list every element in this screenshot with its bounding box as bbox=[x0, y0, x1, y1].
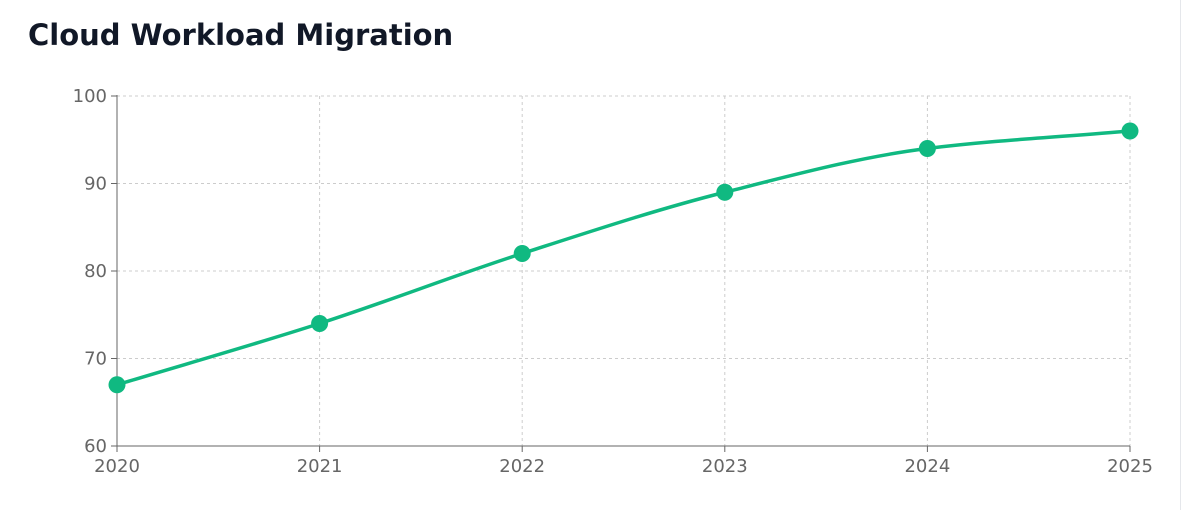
data-point bbox=[716, 183, 734, 201]
y-tick-label: 60 bbox=[84, 436, 107, 457]
x-tick-label: 2022 bbox=[499, 456, 545, 477]
data-point bbox=[918, 140, 936, 157]
grid-lines bbox=[117, 95, 1131, 446]
series-line bbox=[115, 129, 1132, 387]
y-tick-label: 90 bbox=[84, 174, 107, 195]
y-tick-label: 100 bbox=[73, 86, 107, 107]
data-point bbox=[1121, 122, 1139, 140]
data-point bbox=[513, 245, 531, 262]
axes bbox=[111, 95, 1131, 452]
x-tick-label: 2021 bbox=[297, 456, 343, 477]
series-layer bbox=[108, 122, 1139, 394]
x-tick-label: 2023 bbox=[702, 456, 748, 477]
x-tick-label: 2025 bbox=[1107, 456, 1153, 477]
data-point bbox=[108, 376, 126, 394]
tick-labels: 60 70 80 90 100 2020 2021 2022 2023 2024 2025 bbox=[73, 86, 1153, 477]
chart-title: Cloud Workload Migration bbox=[28, 18, 454, 52]
y-tick-label: 70 bbox=[84, 349, 107, 370]
y-tick-label: 80 bbox=[84, 261, 107, 282]
data-point bbox=[311, 315, 329, 332]
x-tick-label: 2020 bbox=[94, 456, 140, 477]
x-tick-label: 2024 bbox=[904, 456, 950, 477]
